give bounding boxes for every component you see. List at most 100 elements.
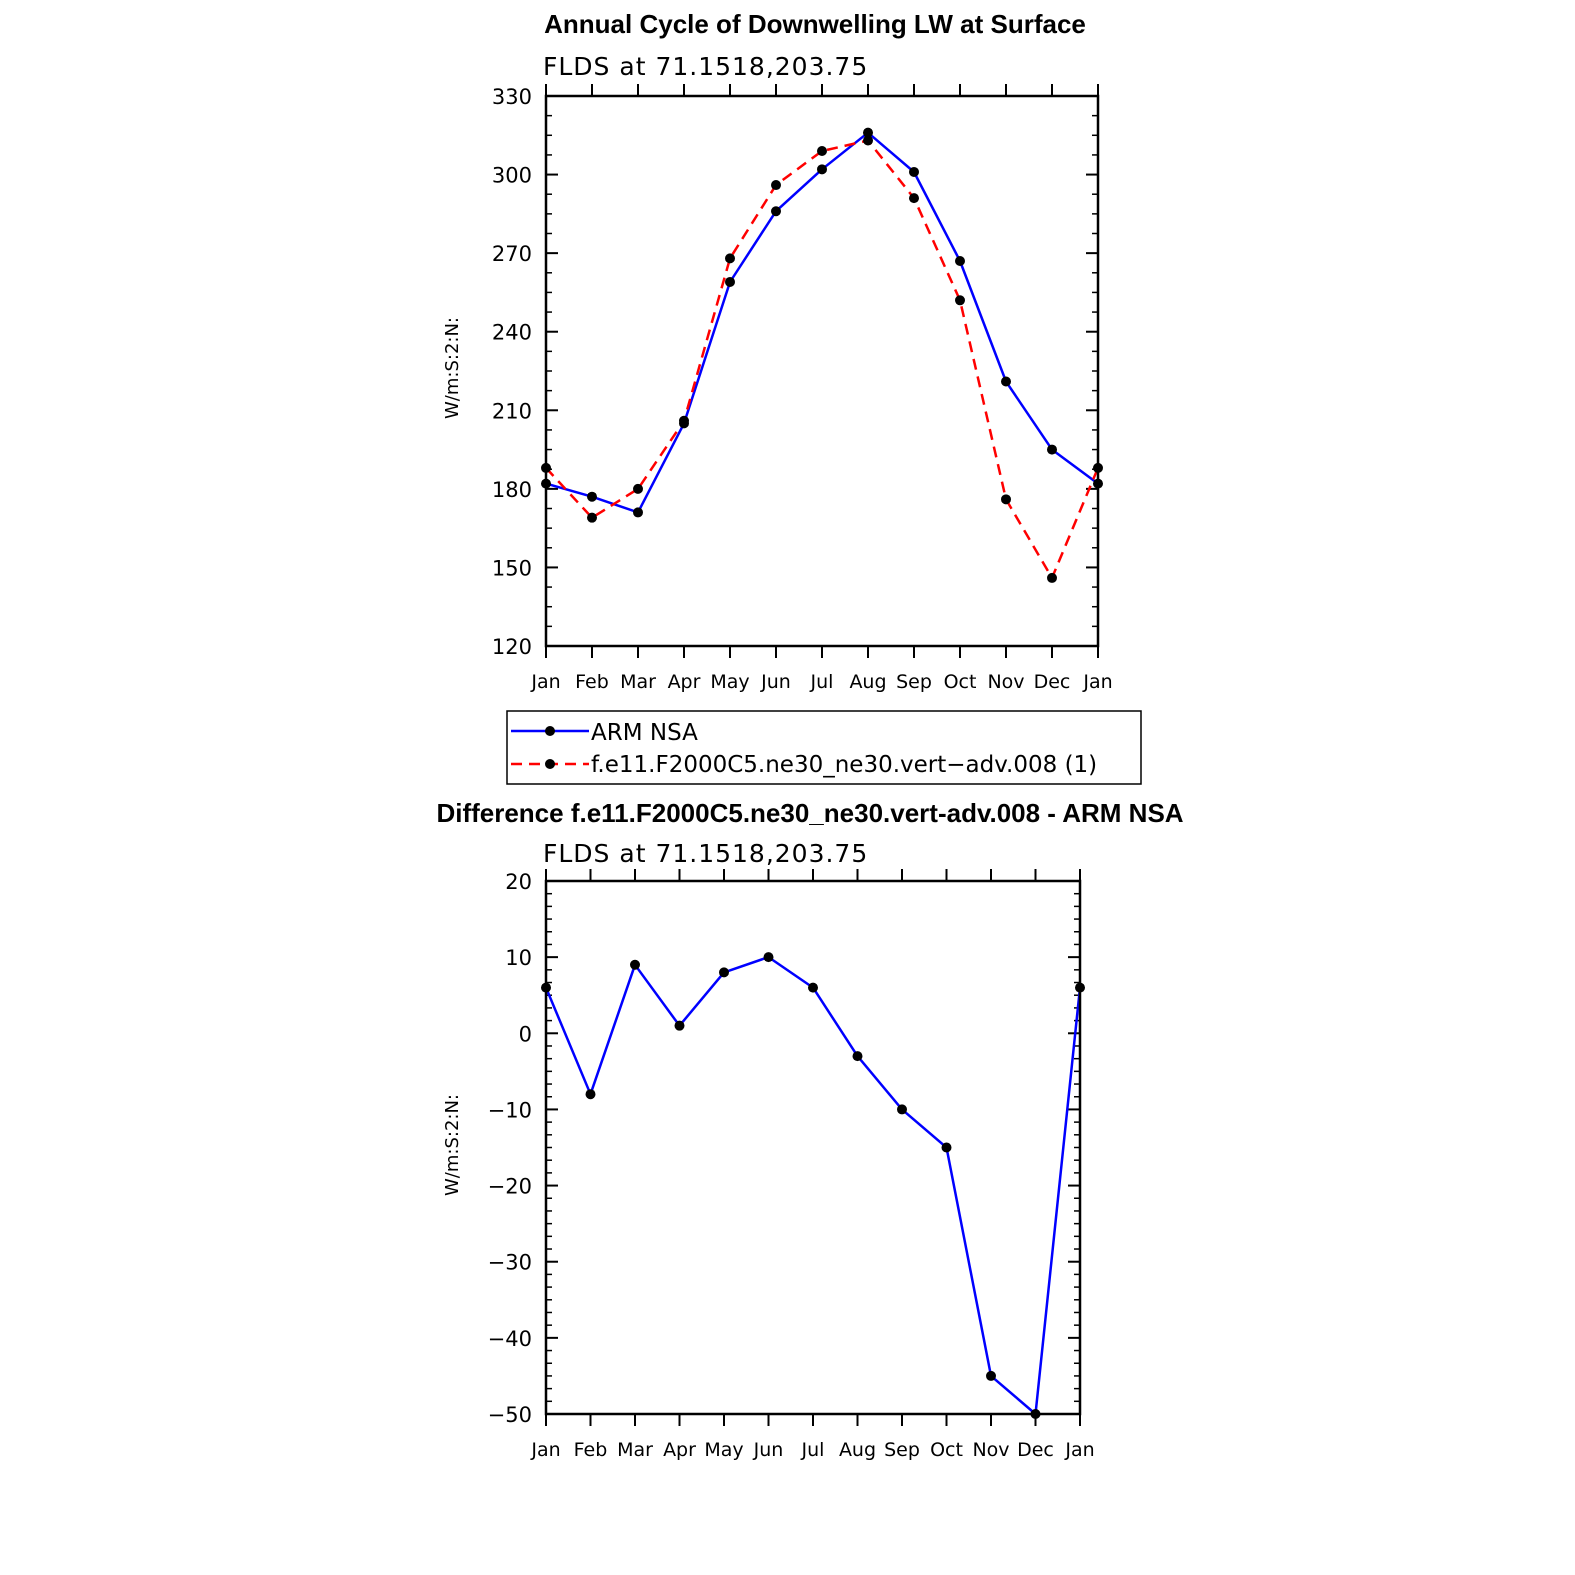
x-tick-label: Dec	[1034, 671, 1071, 693]
y-axis-label: W/m:S:2:N:	[442, 317, 463, 419]
data-point-s0-10	[1001, 376, 1011, 387]
y-tick-label: 270	[492, 242, 532, 266]
data-point-s1-6	[817, 146, 827, 156]
data-point-s0-7	[863, 127, 873, 138]
data-point-s0-1	[587, 491, 597, 502]
data-point-s1-3	[679, 415, 689, 426]
series-line-0	[544, 955, 1082, 1416]
data-point-s0-8	[897, 1104, 907, 1115]
y-tick-label: 20	[505, 870, 532, 894]
x-tick-labels: Jan Feb Mar Apr May Jun Jul Aug Sep Oct Nov Dec Jan	[530, 671, 1112, 693]
y-tick-label: 300	[492, 164, 532, 188]
data-point-s0-10	[986, 1370, 996, 1381]
chart-subtitle: FLDS at 71.1518,203.75	[543, 52, 868, 81]
data-point-s0-9	[955, 256, 965, 266]
data-point-s1-5	[771, 180, 781, 191]
legend-box	[506, 710, 1142, 785]
x-tick-label: Nov	[972, 1439, 1009, 1461]
y-tick-label: 330	[492, 85, 532, 109]
x-tick-label: Oct	[930, 1439, 963, 1461]
difference-chart: Difference f.e11.F2000C5.ne30_ne30.vert-…	[436, 798, 1183, 1461]
y-tick-label: 240	[492, 321, 532, 345]
data-point-s0-5	[763, 952, 774, 963]
x-tick-label: Dec	[1017, 1439, 1054, 1461]
y-tick-label: −20	[488, 1175, 532, 1199]
data-point-s0-6	[808, 982, 818, 993]
x-tick-label: Jan	[530, 671, 560, 693]
x-tick-label: Jun	[753, 1439, 784, 1461]
x-tick-label: Aug	[849, 671, 886, 693]
x-tick-label: Sep	[884, 1439, 920, 1461]
y-tick-labels: 120 150 180 210 240 270 300 330	[492, 85, 532, 659]
data-point-s0-4	[725, 276, 735, 287]
legend-marker-model	[545, 759, 555, 769]
x-tick-label: Jun	[760, 671, 791, 693]
legend: ARM NSA f.e11.F2000C5.ne30_ne30.vert−adv…	[506, 710, 1142, 785]
x-tick-label: Nov	[987, 671, 1024, 693]
x-tick-label: Jul	[801, 1439, 825, 1461]
series-points	[541, 952, 1085, 1419]
data-point-s1-7	[863, 135, 873, 146]
y-axis-label: W/m:S:2:N:	[442, 1094, 463, 1196]
y-tick-label: 210	[492, 399, 532, 423]
x-tick-label: Feb	[575, 671, 609, 693]
legend-label-model: f.e11.F2000C5.ne30_ne30.vert−adv.008 (1)	[591, 752, 1097, 778]
x-tick-label: Oct	[944, 671, 977, 693]
data-point-s1-2	[633, 483, 643, 494]
annual-cycle-chart: Annual Cycle of Downwelling LW at Surfac…	[442, 9, 1142, 785]
data-point-s1-11	[1047, 572, 1057, 583]
data-point-s1-1	[587, 512, 597, 523]
legend-entry-model: f.e11.F2000C5.ne30_ne30.vert−adv.008 (1)	[511, 752, 1097, 778]
y-tick-label: 10	[505, 946, 532, 970]
series-lines	[544, 955, 1082, 1416]
x-tick-label: Jul	[810, 671, 834, 693]
y-tick-labels: −50 −40 −30 −20 −10 0 10 20	[488, 870, 532, 1427]
x-tick-label: Jan	[1064, 1439, 1094, 1461]
data-point-s0-11	[1047, 444, 1057, 455]
data-point-s0-2	[633, 507, 643, 518]
y-tick-label: −30	[488, 1251, 532, 1275]
data-point-s0-1	[585, 1089, 596, 1100]
data-point-s1-9	[955, 295, 965, 306]
data-point-s0-3	[674, 1020, 685, 1031]
x-tick-labels: Jan Feb Mar Apr May Jun Jul Aug Sep Oct Nov Dec Jan	[530, 1439, 1094, 1461]
y-tick-label: −40	[488, 1327, 532, 1351]
legend-entry-arm-nsa: ARM NSA	[511, 720, 698, 746]
data-point-s1-4	[725, 253, 735, 264]
y-tick-label: −10	[488, 1098, 532, 1122]
series-line-0	[545, 131, 1099, 514]
x-tick-label: May	[710, 671, 749, 693]
series-line-1	[545, 139, 1100, 580]
data-point-s0-9	[941, 1142, 952, 1153]
x-tick-label: Jan	[1082, 671, 1112, 693]
data-point-s0-7	[852, 1051, 863, 1062]
x-tick-label: Aug	[839, 1439, 876, 1461]
plot-frame	[544, 94, 1100, 648]
y-tick-label: 180	[492, 478, 532, 502]
data-point-s0-8	[909, 166, 919, 177]
data-point-s0-2	[630, 959, 640, 970]
legend-marker-arm-nsa	[545, 726, 555, 736]
x-tick-label: Feb	[574, 1439, 608, 1461]
data-point-s0-6	[817, 164, 827, 175]
y-tick-label: −50	[488, 1403, 532, 1427]
y-tick-label: 0	[519, 1022, 532, 1046]
chart-title: Difference f.e11.F2000C5.ne30_ne30.vert-…	[436, 798, 1183, 828]
x-tick-label: Mar	[620, 671, 656, 693]
data-point-s1-8	[909, 193, 919, 204]
series-points	[541, 127, 1103, 583]
legend-label-arm-nsa: ARM NSA	[591, 720, 698, 746]
x-tick-label: Apr	[668, 671, 701, 693]
plot-frame	[544, 879, 1082, 1416]
y-tick-label: 150	[492, 556, 532, 580]
x-tick-label: May	[704, 1439, 743, 1461]
data-point-s1-10	[1001, 494, 1011, 505]
x-tick-label: Sep	[896, 671, 932, 693]
data-point-s0-5	[771, 206, 781, 217]
data-point-s0-4	[719, 967, 729, 978]
x-tick-label: Apr	[663, 1439, 696, 1461]
axis-ticks	[545, 869, 1081, 1426]
series-lines	[545, 131, 1100, 580]
chart-title: Annual Cycle of Downwelling LW at Surfac…	[544, 9, 1086, 39]
